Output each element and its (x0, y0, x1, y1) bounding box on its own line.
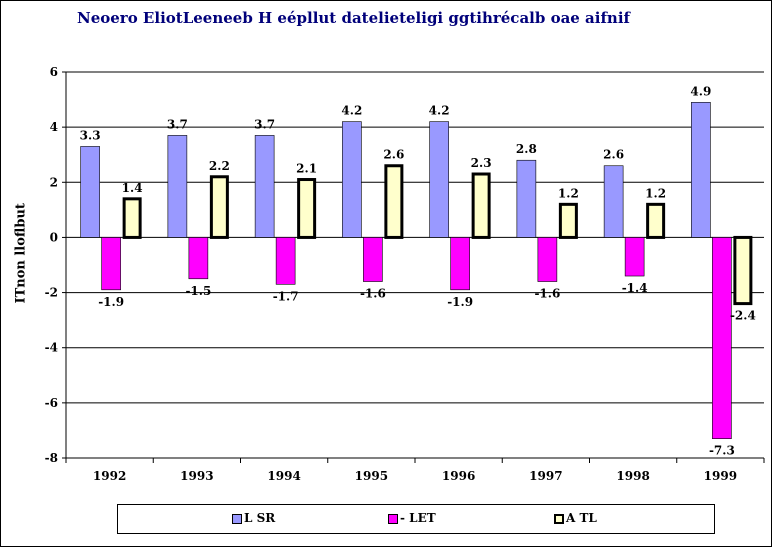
chart-title: Neoero EliotLeeneeb H eépllut datelietel… (77, 9, 630, 27)
y-tick-label: 4 (50, 120, 58, 134)
bar-2-1997 (537, 237, 558, 282)
bar-1-1995 (342, 121, 362, 238)
y-tick-label: 6 (50, 65, 58, 79)
bar-3-1992 (122, 197, 142, 239)
data-label: -7.3 (709, 444, 735, 458)
data-label: -2.4 (730, 309, 756, 323)
data-label: 2.1 (296, 162, 317, 176)
bar-1-1994 (254, 135, 275, 238)
bar-2-1999 (712, 237, 732, 439)
bar-2-1993 (188, 237, 209, 280)
bar-3-1995 (384, 164, 404, 239)
legend-swatch (232, 513, 242, 524)
data-label: 3.7 (254, 117, 275, 131)
data-label: 1.4 (122, 181, 143, 195)
bar-3-1994 (297, 178, 317, 239)
data-label: 2.6 (383, 148, 404, 162)
bar-3-1999 (733, 235, 753, 306)
y-tick-label: -6 (45, 396, 58, 410)
data-label: 3.3 (80, 128, 101, 142)
legend-swatch (554, 513, 564, 524)
bar-3-1996 (471, 172, 491, 239)
x-tick-label: 1992 (93, 469, 126, 483)
legend-label: L SR (244, 511, 276, 525)
y-tick-label: 0 (50, 230, 58, 244)
bar-2-1994 (275, 237, 296, 285)
bar-3-1998 (646, 202, 666, 239)
x-tick-label: 1999 (704, 469, 737, 483)
bar-1-1999 (691, 102, 711, 238)
y-tick-label: 2 (50, 175, 58, 189)
data-label: 2.8 (516, 142, 537, 156)
y-tick-label: -4 (45, 341, 58, 355)
data-label: 4.9 (690, 84, 711, 98)
data-label: 1.2 (645, 186, 666, 200)
legend-item-series-1: L SR (232, 511, 275, 525)
bar-3-1997 (558, 202, 578, 239)
bars (80, 102, 753, 439)
data-label: 2.2 (209, 159, 230, 173)
bar-1-1997 (516, 159, 537, 238)
bar-2-1996 (450, 237, 470, 291)
data-label: 3.7 (167, 117, 188, 131)
bar-1-1996 (429, 121, 449, 238)
data-label: 2.6 (603, 148, 624, 162)
bar-2-1998 (624, 237, 645, 277)
bar-1-1992 (80, 146, 100, 238)
data-label: -1.6 (360, 287, 386, 301)
x-tick-label: 1996 (442, 469, 475, 483)
bar-1-1993 (167, 135, 188, 238)
data-label: -1.7 (273, 289, 299, 303)
x-tick-label: 1993 (180, 469, 213, 483)
y-tick-label: -8 (45, 451, 58, 465)
data-label: 4.2 (341, 104, 362, 118)
data-label: 1.2 (558, 186, 579, 200)
x-tick-label: 1998 (616, 469, 649, 483)
legend: L SR - LET A TL (117, 504, 715, 534)
legend-swatch (388, 513, 398, 524)
x-tick-label: 1995 (355, 469, 388, 483)
bar-2-1995 (363, 237, 383, 282)
data-label: 2.3 (471, 156, 492, 170)
bar-1-1998 (603, 165, 624, 238)
data-label: -1.6 (534, 287, 560, 301)
data-label: -1.9 (447, 295, 473, 309)
axes: 6 4 2 0 -2 -4 -6 -8 1992 1993 1994 1995 1996 1997 1998… (45, 65, 765, 483)
data-label: 4.2 (429, 104, 450, 118)
data-label: -1.4 (622, 281, 648, 295)
data-label: -1.5 (185, 284, 211, 298)
legend-item-series-2: - LET (388, 511, 436, 525)
legend-label: - LET (400, 511, 436, 525)
data-labels: 3.3 3.7 3.7 4.2 4.2 2.8 2.6 4.9 -1.9 -1.5 -1.7 -1.6… (80, 84, 756, 457)
legend-label: A TL (566, 511, 597, 525)
x-tick-label: 1994 (267, 469, 300, 483)
legend-item-series-3: A TL (554, 511, 597, 525)
y-tick-label: -2 (45, 286, 58, 300)
bar-2-1992 (101, 237, 121, 291)
x-tick-label: 1997 (529, 469, 562, 483)
bar-chart-plot: 6 4 2 0 -2 -4 -6 -8 1992 1993 1994 1995 1996 1997 1998… (45, 65, 765, 483)
bar-3-1993 (209, 175, 229, 239)
data-label: -1.9 (98, 295, 124, 309)
